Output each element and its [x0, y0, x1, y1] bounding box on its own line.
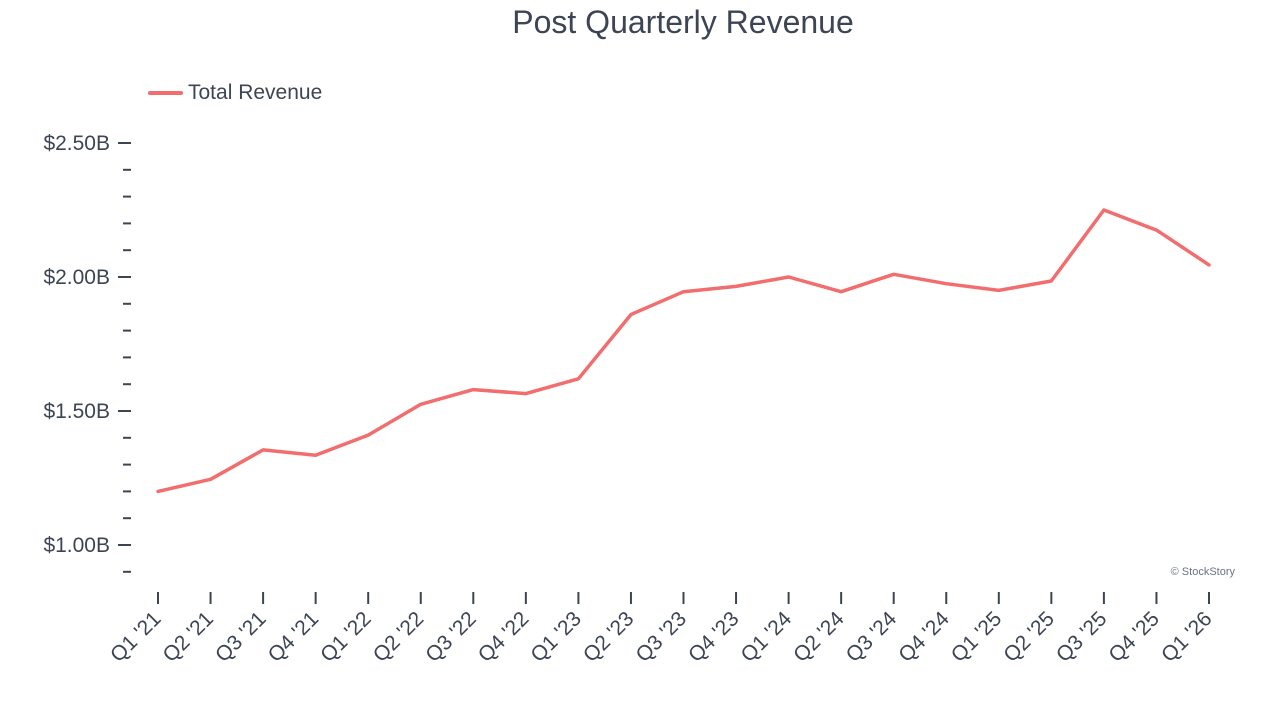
x-tick-label: Q4 '23	[684, 607, 744, 667]
x-tick-label: Q3 '21	[211, 607, 271, 667]
x-tick-label: Q1 '21	[106, 607, 166, 667]
data-point	[471, 388, 475, 392]
data-point	[997, 288, 1001, 292]
data-point	[682, 290, 686, 294]
x-tick-label: Q1 '22	[316, 607, 376, 667]
data-point	[892, 272, 896, 276]
data-point	[366, 433, 370, 437]
x-tick-label: Q2 '25	[999, 607, 1059, 667]
x-tick-label: Q3 '24	[842, 607, 902, 667]
x-tick-label: Q1 '26	[1157, 607, 1217, 667]
y-tick-label: $1.00B	[43, 534, 110, 557]
data-point	[209, 477, 213, 481]
data-point	[629, 313, 633, 317]
y-tick-label: $2.50B	[43, 132, 110, 155]
x-tick-label: Q3 '25	[1052, 607, 1112, 667]
data-point	[261, 448, 265, 452]
x-tick-label: Q3 '23	[631, 607, 691, 667]
data-point	[787, 275, 791, 279]
x-tick-label: Q2 '24	[789, 607, 849, 667]
data-point	[1049, 279, 1053, 283]
data-point	[524, 392, 528, 396]
data-point	[734, 284, 738, 288]
series-line-total-revenue	[156, 208, 1211, 494]
x-tick-label: Q2 '21	[159, 607, 219, 667]
x-tick-label: Q2 '22	[369, 607, 429, 667]
x-tick-label: Q1 '24	[737, 607, 797, 667]
x-tick-label: Q4 '24	[894, 607, 954, 667]
watermark: © StockStory	[1171, 566, 1236, 578]
series-layer	[156, 208, 1211, 494]
data-point	[839, 290, 843, 294]
legend: Total Revenue	[148, 81, 322, 104]
data-point	[576, 377, 580, 381]
data-point	[156, 489, 160, 493]
data-point	[1207, 263, 1211, 267]
y-tick-label: $1.50B	[43, 400, 110, 423]
data-point	[419, 402, 423, 406]
y-tick-label: $2.00B	[43, 266, 110, 289]
data-point	[1154, 228, 1158, 232]
x-tick-label: Q4 '22	[474, 607, 534, 667]
chart-title: Post Quarterly Revenue	[512, 4, 854, 40]
x-tick-label: Q1 '25	[947, 607, 1007, 667]
data-point	[1102, 208, 1106, 212]
x-tick-label: Q1 '23	[526, 607, 586, 667]
data-point	[314, 453, 318, 457]
x-tick-label: Q3 '22	[421, 607, 481, 667]
legend-label-total-revenue: Total Revenue	[188, 81, 322, 104]
data-point	[944, 282, 948, 286]
x-tick-label: Q4 '25	[1104, 607, 1164, 667]
x-tick-label: Q4 '21	[264, 607, 324, 667]
y-axis: $1.00B $1.50B $2.00B $2.50B	[43, 132, 131, 573]
x-tick-label: Q2 '23	[579, 607, 639, 667]
